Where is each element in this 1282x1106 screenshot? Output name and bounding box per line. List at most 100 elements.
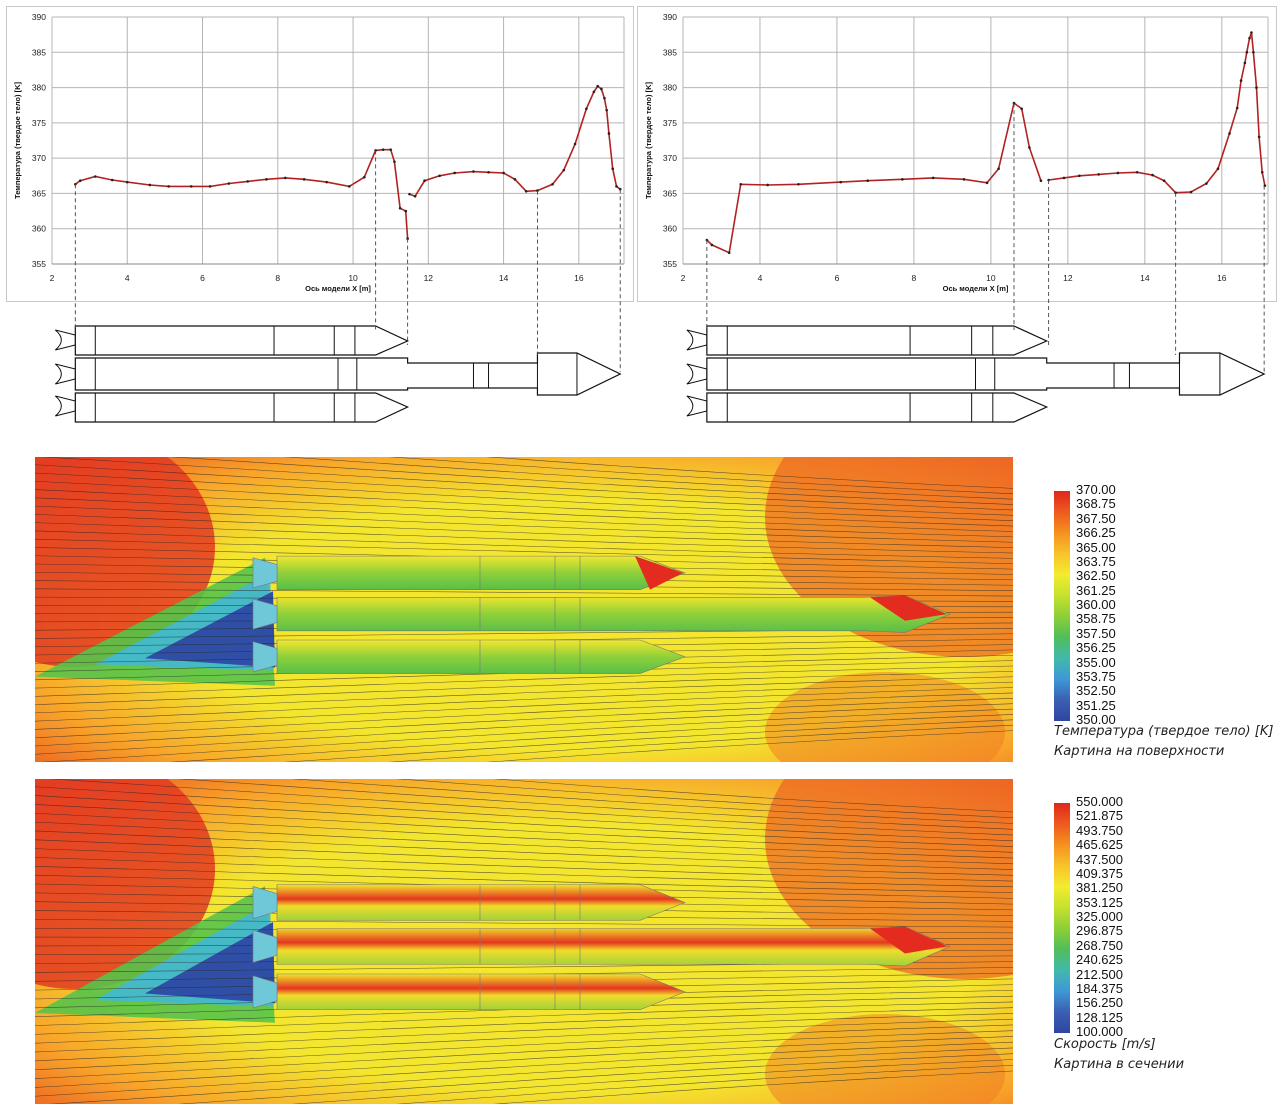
right-chart-xtick-label: 10 — [986, 273, 996, 283]
right-chart-data-point — [710, 243, 714, 247]
right-chart-ytick-label: 365 — [663, 188, 677, 198]
velocity-legend: 550.000 521.875 493.750 465.625 437.500 409.3… — [1050, 795, 1280, 1082]
temp-field-streamline — [485, 730, 1013, 762]
left-chart-data-point — [389, 148, 392, 151]
temp-field-streamline — [35, 489, 1013, 532]
colorbar-tick-label: 368.75 — [1076, 496, 1116, 512]
left-chart-ytick-label: 380 — [32, 83, 46, 93]
colorbar-tick-label: 360.00 — [1076, 597, 1116, 612]
temp-field-streamline — [35, 671, 1013, 705]
colorbar-tick-label: 350.00 — [1076, 712, 1116, 727]
colorbar-tick-label: 212.500 — [1076, 966, 1123, 982]
left-chart-xtick-label: 14 — [499, 273, 509, 283]
left-chart-data-point — [472, 170, 475, 173]
temp-field-booster-nose-hot — [635, 556, 683, 590]
right-chart-ytick-label: 370 — [663, 153, 677, 163]
temperature-chart-left: 2 4 6 8 10 12 14 16 355 360 365 370 375 380 385 390 Ось … — [13, 12, 625, 293]
colorbar-tick-label: 353.125 — [1076, 894, 1123, 910]
vel-field-streamline — [35, 1007, 1013, 1044]
temp-field-streamline — [35, 692, 1013, 738]
colorbar-tick-label: 381.250 — [1076, 880, 1123, 896]
vel-field-streamline — [35, 821, 1013, 865]
temp-field-streamline — [387, 724, 1013, 762]
right-chart-ytick-label: 390 — [663, 12, 677, 22]
left-chart-ytick-label: 355 — [32, 259, 46, 269]
colorbar-tick-label: 355.00 — [1076, 654, 1116, 670]
vel-field-streamline — [35, 804, 1013, 853]
left-chart-data-point — [487, 170, 490, 174]
colorbar-tick-label: 156.250 — [1076, 995, 1123, 1011]
left-chart-series-line — [74, 148, 409, 239]
right-chart-data-point — [1248, 36, 1251, 40]
left-chart-data-point — [393, 160, 396, 163]
right-chart-data-point — [1228, 132, 1231, 135]
vel-field-streamline — [35, 786, 1013, 842]
right-chart-series-line — [1048, 32, 1266, 194]
vel-field-booster-bottom — [276, 973, 686, 1011]
rocket-nozzle — [686, 363, 708, 385]
colorbar-tick-label: 296.875 — [1076, 923, 1123, 939]
vel-field-streamline — [35, 830, 1013, 870]
left-chart-data-point — [167, 185, 170, 188]
right-chart-ytick-label: 355 — [663, 259, 677, 269]
temp-field-streamline — [35, 530, 1013, 559]
temp-field-streamline — [35, 703, 1013, 755]
left-chart-xtick-label: 4 — [125, 273, 130, 283]
left-chart-xtick-label: 6 — [200, 273, 205, 283]
vel-field-hot-zone-left — [35, 779, 215, 989]
right-chart-data-point — [1028, 146, 1031, 149]
vel-field-streamline — [35, 1018, 1013, 1062]
colorbar-tick-label: 184.375 — [1076, 980, 1123, 996]
colorbar-tick-label: 352.50 — [1076, 683, 1116, 699]
colorbar-tick-label: 268.750 — [1076, 937, 1123, 953]
left-chart-data-point — [603, 96, 606, 100]
temperature-legend: 370.00 368.75 367.50 366.25 365.00 363.75 362.… — [1050, 482, 1280, 765]
right-chart-data-point — [1151, 173, 1154, 177]
left-chart-data-point — [513, 178, 517, 181]
left-chart-data-point — [573, 142, 577, 146]
left-chart-data-point — [605, 108, 608, 112]
chart-panel-left — [6, 6, 634, 302]
vel-field-streamline — [35, 1001, 1013, 1035]
vel-field-nose-hot — [870, 926, 947, 954]
temperature-colorbar — [1054, 491, 1070, 721]
vel-field-streamline — [35, 1030, 1013, 1079]
colorbar-tick-label: 370.00 — [1076, 482, 1116, 497]
left-chart-ytick-label: 375 — [32, 118, 46, 128]
left-chart-data-point — [189, 185, 193, 188]
temperature-field-image — [35, 457, 1013, 762]
vel-field-streamline — [48, 779, 1013, 836]
temp-field-wake-blue — [145, 591, 275, 668]
temp-field-streamline — [283, 457, 1013, 500]
core-stage — [74, 352, 622, 396]
left-chart-data-point — [562, 168, 566, 172]
right-chart-data-point — [1135, 170, 1139, 174]
temp-field-nose-hot — [870, 595, 947, 621]
temp-field-streamline — [35, 464, 1013, 516]
right-chart-data-point — [1257, 135, 1261, 139]
vel-field-nozzle — [252, 886, 278, 919]
right-chart-data-point — [866, 179, 870, 183]
temp-field-nozzle — [252, 598, 278, 630]
colorbar-tick-label: 493.750 — [1076, 822, 1123, 838]
vel-field-streamline — [35, 795, 1013, 847]
vel-field-streamline — [35, 839, 1013, 876]
core-stage — [706, 352, 1266, 396]
rocket-schematics — [55, 103, 1266, 423]
temp-field-streamline — [35, 681, 1013, 722]
right-chart-data-point — [1078, 174, 1081, 178]
right-chart-data-point — [739, 182, 743, 186]
colorbar-tick-label: 361.25 — [1076, 582, 1116, 598]
right-chart-data-point — [1260, 170, 1264, 174]
left-chart-data-point — [502, 171, 505, 175]
colorbar-tick-label: 367.50 — [1076, 510, 1116, 526]
right-chart-ytick-label: 380 — [663, 83, 677, 93]
left-chart-data-point — [78, 179, 82, 183]
temp-field-streamline — [485, 457, 1013, 489]
right-chart-data-point — [1235, 106, 1239, 110]
temp-field-booster-bottom — [276, 639, 686, 674]
colorbar-tick-label: 128.125 — [1076, 1009, 1123, 1025]
left-chart-data-point — [423, 179, 426, 183]
left-chart-xtick-label: 10 — [348, 273, 358, 283]
left-chart-data-point — [208, 185, 212, 188]
